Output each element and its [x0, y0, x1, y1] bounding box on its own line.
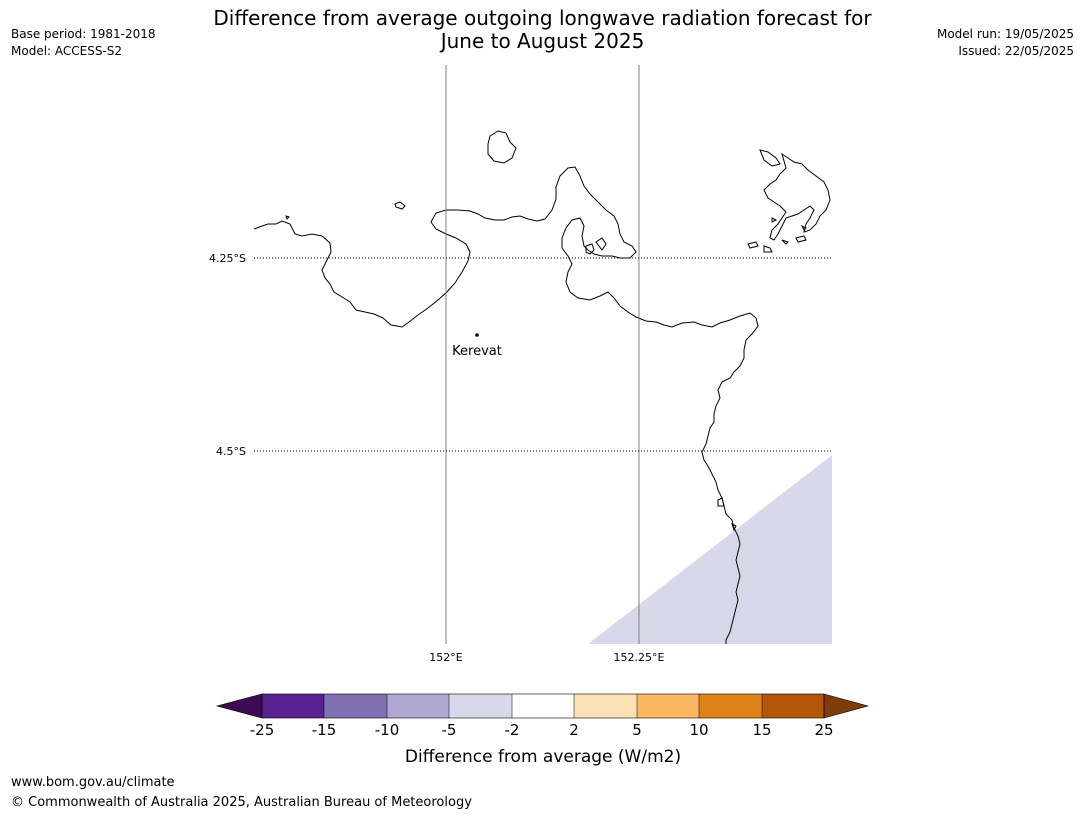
map-title-line1: Difference from average outgoing longwav…: [213, 6, 872, 30]
colorbar-bin-4: [449, 694, 512, 718]
colorbar-bin-1: [262, 694, 324, 718]
colorbar-tick: 25: [814, 721, 833, 739]
lon-label-152-25e: 152.25°E: [614, 651, 665, 664]
colorbar-tick: 15: [752, 721, 771, 739]
gridlines: [254, 65, 832, 644]
colorbar-bin-9: [762, 694, 824, 718]
colorbar-bin-6: [574, 694, 637, 718]
lat-label-4-25s: 4.25°S: [209, 252, 246, 265]
map-title: Difference from average outgoing longwav…: [180, 7, 905, 53]
issued-date: Issued: 22/05/2025: [958, 44, 1074, 58]
colorbar-tick: -15: [312, 721, 337, 739]
map-panel: 4.25°S 4.5°S 152°E 152.25°E Kerevat: [209, 65, 832, 664]
colorbar-extend-low: [215, 693, 263, 719]
anomaly-shading: [588, 455, 832, 644]
colorbar-tick: -10: [375, 721, 400, 739]
colorbar-dividers: [323, 694, 763, 718]
colorbar-tick: 5: [632, 721, 642, 739]
colorbar-bin-5: [512, 694, 574, 718]
colorbar-tick: 10: [689, 721, 708, 739]
colorbar-tick: 2: [569, 721, 579, 739]
footer-copyright: © Commonwealth of Australia 2025, Austra…: [11, 795, 472, 810]
colorbar-title: Difference from average (W/m2): [405, 747, 681, 767]
colorbar-tick: -25: [250, 721, 275, 739]
lat-label-4-5s: 4.5°S: [216, 445, 246, 458]
model-name: Model: ACCESS-S2: [11, 44, 123, 58]
footer-url: www.bom.gov.au/climate: [11, 775, 175, 790]
colorbar-tick: -2: [505, 721, 520, 739]
colorbar-bin-3: [387, 694, 449, 718]
metadata-right: Model run: 19/05/2025 Issued: 22/05/2025: [937, 26, 1074, 60]
map-title-line2: June to August 2025: [440, 29, 645, 53]
lon-label-152e: 152°E: [429, 651, 462, 664]
metadata-left: Base period: 1981-2018 Model: ACCESS-S2: [11, 26, 156, 60]
colorbar-extend-high: [823, 693, 870, 719]
colorbar-outline: [261, 693, 825, 719]
coastline: [253, 130, 831, 644]
colorbar: -25 -15 -10 -5 -2 2 5 10 15 25 Differenc…: [215, 693, 870, 767]
colorbar-bin-8: [699, 694, 762, 718]
model-run: Model run: 19/05/2025: [936, 27, 1074, 41]
place-marker: [475, 333, 479, 337]
colorbar-bin-2: [324, 694, 387, 718]
colorbar-tick: -5: [442, 721, 457, 739]
colorbar-bin-7: [637, 694, 699, 718]
place-label-kerevat: Kerevat: [452, 344, 502, 359]
base-period: Base period: 1981-2018: [11, 27, 156, 41]
